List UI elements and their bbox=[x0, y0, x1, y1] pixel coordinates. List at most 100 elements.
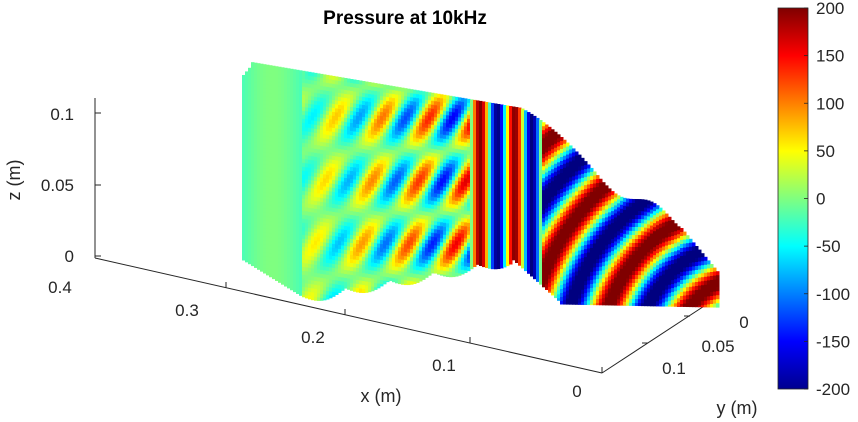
surface-patch bbox=[437, 157, 441, 163]
surface-patch bbox=[281, 203, 285, 208]
surface-patch bbox=[539, 176, 543, 181]
surface-patch bbox=[380, 128, 384, 133]
surface-patch bbox=[377, 279, 381, 285]
surface-patch bbox=[545, 152, 549, 157]
surface-patch bbox=[482, 157, 486, 162]
surface-patch bbox=[254, 130, 258, 136]
surface-patch bbox=[293, 273, 297, 278]
surface-patch bbox=[245, 215, 249, 220]
surface-patch bbox=[344, 197, 348, 203]
surface-patch bbox=[446, 223, 450, 228]
surface-patch bbox=[332, 143, 336, 149]
surface-patch bbox=[518, 239, 522, 245]
surface-patch bbox=[281, 235, 285, 240]
surface-patch bbox=[350, 123, 354, 128]
surface-patch bbox=[335, 96, 339, 101]
surface-patch bbox=[518, 255, 522, 261]
surface-patch bbox=[521, 256, 525, 262]
surface-patch bbox=[353, 247, 357, 253]
surface-patch bbox=[359, 248, 363, 254]
surface-patch bbox=[410, 89, 414, 94]
surface-patch bbox=[512, 206, 516, 212]
surface-patch bbox=[275, 258, 279, 263]
surface-patch bbox=[368, 218, 372, 223]
surface-patch bbox=[365, 161, 369, 167]
surface-patch bbox=[284, 111, 288, 117]
surface-patch bbox=[317, 269, 321, 274]
surface-patch bbox=[284, 199, 288, 205]
surface-patch bbox=[317, 181, 321, 186]
surface-patch bbox=[485, 149, 489, 155]
surface-patch bbox=[416, 110, 420, 115]
surface-patch bbox=[380, 184, 384, 189]
surface-patch bbox=[344, 89, 348, 95]
surface-patch bbox=[443, 242, 447, 248]
surface-patch bbox=[287, 136, 291, 141]
surface-patch bbox=[425, 223, 429, 229]
surface-patch bbox=[455, 172, 459, 178]
surface-patch bbox=[539, 188, 543, 193]
surface-patch bbox=[491, 126, 495, 132]
surface-patch bbox=[311, 160, 315, 165]
surface-patch bbox=[299, 182, 303, 187]
surface-patch bbox=[485, 105, 489, 111]
surface-patch bbox=[260, 119, 264, 125]
surface-patch bbox=[401, 259, 405, 265]
surface-patch bbox=[443, 146, 447, 152]
surface-patch bbox=[467, 202, 471, 208]
surface-patch bbox=[242, 155, 246, 160]
surface-patch bbox=[254, 158, 258, 164]
surface-patch bbox=[467, 250, 471, 256]
surface-patch bbox=[263, 128, 267, 133]
surface-patch bbox=[401, 87, 405, 93]
surface-patch bbox=[308, 155, 312, 161]
surface-patch bbox=[527, 176, 531, 181]
surface-patch bbox=[503, 237, 507, 242]
surface-patch bbox=[350, 115, 354, 120]
surface-patch bbox=[539, 124, 543, 129]
surface-patch bbox=[470, 139, 474, 144]
surface-patch bbox=[350, 91, 354, 96]
surface-patch bbox=[380, 144, 384, 149]
surface-patch bbox=[443, 234, 447, 240]
surface-patch bbox=[425, 183, 429, 189]
surface-patch bbox=[305, 211, 309, 216]
surface-patch bbox=[458, 221, 462, 226]
surface-patch bbox=[272, 77, 276, 83]
surface-patch bbox=[512, 182, 516, 188]
surface-patch bbox=[290, 136, 294, 142]
surface-patch bbox=[509, 190, 513, 195]
surface-patch bbox=[416, 150, 420, 155]
surface-patch bbox=[455, 256, 459, 262]
surface-patch bbox=[377, 227, 381, 233]
surface-patch bbox=[287, 164, 291, 169]
surface-patch bbox=[500, 116, 504, 121]
surface-patch bbox=[545, 216, 549, 221]
surface-patch bbox=[542, 150, 546, 155]
surface-patch bbox=[293, 269, 297, 274]
surface-patch bbox=[425, 119, 429, 125]
surface-patch bbox=[482, 161, 486, 166]
surface-patch bbox=[365, 189, 369, 195]
surface-patch bbox=[248, 199, 252, 205]
surface-patch bbox=[341, 245, 345, 250]
surface-patch bbox=[410, 169, 414, 174]
surface-patch bbox=[326, 218, 330, 224]
surface-patch bbox=[407, 180, 411, 186]
surface-patch bbox=[254, 250, 258, 256]
surface-patch bbox=[539, 164, 543, 169]
surface-patch bbox=[527, 160, 531, 165]
surface-patch bbox=[323, 242, 327, 247]
surface-patch bbox=[482, 177, 486, 182]
surface-patch bbox=[302, 254, 306, 260]
surface-patch bbox=[497, 179, 501, 185]
surface-patch bbox=[278, 102, 282, 108]
surface-patch bbox=[311, 112, 315, 117]
surface-patch bbox=[515, 219, 519, 224]
surface-patch bbox=[431, 260, 435, 266]
surface-patch bbox=[386, 169, 390, 174]
surface-patch bbox=[338, 84, 342, 90]
surface-patch bbox=[353, 151, 357, 157]
surface-patch bbox=[431, 160, 435, 166]
surface-patch bbox=[383, 128, 387, 134]
